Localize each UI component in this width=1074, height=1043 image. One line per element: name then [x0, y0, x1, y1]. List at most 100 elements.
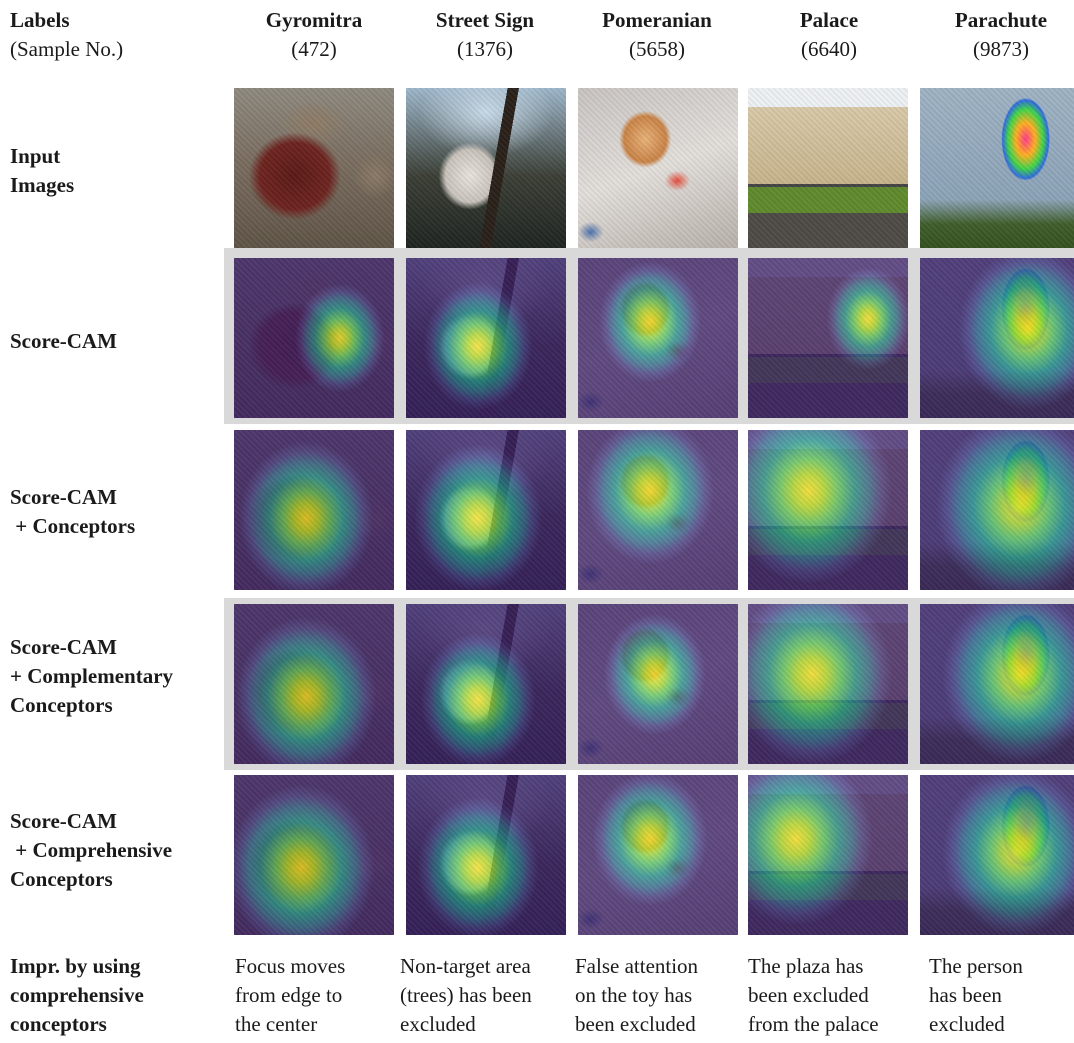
photo-layer: [578, 88, 738, 248]
note-line: Non-target area: [400, 954, 531, 978]
texture-layer: [406, 88, 566, 248]
heatmap-overlay: [578, 430, 738, 590]
score-cam-comprehensive-parachute: [920, 775, 1074, 935]
column-sample: (1376): [457, 37, 513, 61]
column-header-palace: Palace (6640): [744, 6, 914, 64]
texture-layer: [406, 258, 566, 418]
heatmap-overlay: [578, 775, 738, 935]
texture-layer: [748, 88, 908, 248]
column-label: Parachute: [954, 8, 1048, 32]
row-label-line: comprehensive: [10, 983, 144, 1007]
texture-layer: [578, 604, 738, 764]
input-image-palace: [748, 88, 908, 248]
column-label: Palace: [799, 8, 859, 32]
texture-layer: [234, 775, 394, 935]
heatmap-overlay: [748, 430, 908, 590]
photo-layer: [748, 88, 908, 248]
score-cam-complementary-parachute: [920, 604, 1074, 764]
photo-layer: [920, 88, 1074, 248]
column-label: Gyromitra: [265, 8, 363, 32]
note-line: the center: [235, 1012, 318, 1036]
heatmap-overlay: [406, 258, 566, 418]
row-label-line: Score-CAM: [10, 329, 117, 353]
column-sample: (6640): [801, 37, 857, 61]
heatmap-overlay: [920, 258, 1074, 418]
heatmap-overlay: [748, 604, 908, 764]
note-line: been excluded: [575, 1012, 696, 1036]
row-label-line: Impr. by using: [10, 954, 141, 978]
improvement-note-palace: The plaza has been excluded from the pal…: [748, 952, 923, 1039]
texture-layer: [234, 430, 394, 590]
row-label-line: Images: [10, 173, 75, 197]
input-image-gyromitra: [234, 88, 394, 248]
heatmap-overlay: [234, 258, 394, 418]
note-line: has been: [929, 983, 1002, 1007]
improvement-note-street-sign: Non-target area (trees) has been exclude…: [400, 952, 575, 1039]
heatmap-overlay: [578, 258, 738, 418]
column-label: Street Sign: [435, 8, 535, 32]
score-cam-conceptors-pomeranian: [578, 430, 738, 590]
heatmap-overlay: [920, 430, 1074, 590]
note-line: from the palace: [748, 1012, 879, 1036]
column-header-parachute: Parachute (9873): [916, 6, 1074, 64]
texture-layer: [920, 604, 1074, 764]
note-line: The plaza has: [748, 954, 864, 978]
note-line: on the toy has: [575, 983, 693, 1007]
score-cam-complementary-pomeranian: [578, 604, 738, 764]
heatmap-overlay: [748, 775, 908, 935]
row-label-input-images: Input Images: [10, 142, 74, 200]
row-label-line: Conceptors: [10, 867, 113, 891]
labels-header: Labels (Sample No.): [10, 6, 123, 64]
row-label-score-cam: Score-CAM: [10, 327, 117, 356]
score-cam-complementary-palace: [748, 604, 908, 764]
score-cam-pomeranian: [578, 258, 738, 418]
column-sample: (472): [291, 37, 337, 61]
texture-layer: [578, 430, 738, 590]
texture-layer: [578, 88, 738, 248]
heatmap-overlay: [920, 775, 1074, 935]
row-label-line: + Comprehensive: [10, 838, 173, 862]
row-label-score-cam-conceptors: Score-CAM + Conceptors: [10, 483, 135, 541]
row-label-line: Input: [10, 144, 61, 168]
improvement-note-gyromitra: Focus moves from edge to the center: [235, 952, 410, 1039]
texture-layer: [920, 775, 1074, 935]
input-image-pomeranian: [578, 88, 738, 248]
texture-layer: [748, 258, 908, 418]
score-cam-conceptors-gyromitra: [234, 430, 394, 590]
row-label-line: conceptors: [10, 1012, 107, 1036]
photo-layer: [406, 88, 566, 248]
row-label-line: Score-CAM: [10, 809, 117, 833]
note-line: excluded: [929, 1012, 1005, 1036]
input-image-parachute: [920, 88, 1074, 248]
row-label-improvement: Impr. by using comprehensive conceptors: [10, 952, 144, 1039]
improvement-note-parachute: The person has been excluded: [929, 952, 1074, 1039]
column-label: Pomeranian: [602, 8, 712, 32]
texture-layer: [748, 430, 908, 590]
texture-layer: [578, 775, 738, 935]
heatmap-overlay: [748, 258, 908, 418]
column-header-street-sign: Street Sign (1376): [400, 6, 570, 64]
note-line: Focus moves: [235, 954, 346, 978]
heatmap-overlay: [234, 775, 394, 935]
heatmap-overlay: [234, 604, 394, 764]
row-label-line: Score-CAM: [10, 485, 117, 509]
column-sample: (9873): [973, 37, 1029, 61]
score-cam-conceptors-parachute: [920, 430, 1074, 590]
score-cam-comprehensive-palace: [748, 775, 908, 935]
labels-title: Labels: [10, 8, 70, 32]
heatmap-overlay: [920, 604, 1074, 764]
score-cam-complementary-gyromitra: [234, 604, 394, 764]
score-cam-conceptors-street-sign: [406, 430, 566, 590]
score-cam-street-sign: [406, 258, 566, 418]
heatmap-overlay: [406, 775, 566, 935]
texture-layer: [578, 258, 738, 418]
row-label-line: + Complementary: [10, 664, 174, 688]
texture-layer: [920, 258, 1074, 418]
score-cam-comprehensive-pomeranian: [578, 775, 738, 935]
heatmap-overlay: [234, 430, 394, 590]
score-cam-comprehensive-gyromitra: [234, 775, 394, 935]
texture-layer: [748, 604, 908, 764]
heatmap-overlay: [406, 430, 566, 590]
texture-layer: [234, 88, 394, 248]
score-cam-conceptors-palace: [748, 430, 908, 590]
